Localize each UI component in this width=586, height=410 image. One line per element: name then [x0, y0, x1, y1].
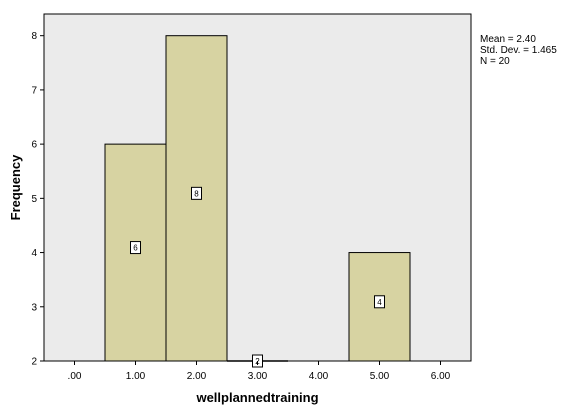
std-dev-stat: Std. Dev. = 1.465 [480, 45, 557, 56]
y-tick-label: 8 [31, 31, 37, 42]
n-stat: N = 20 [480, 56, 510, 67]
x-tick-label: .00 [68, 371, 82, 382]
bar-label-box [374, 295, 385, 309]
bar-label-box [191, 186, 202, 200]
bar-data-label: 8 [194, 189, 199, 198]
y-tick-label: 5 [31, 194, 37, 205]
y-tick-label: 4 [31, 248, 37, 259]
x-axis-title: wellplannedtraining [195, 390, 318, 405]
y-tick-label: 3 [31, 302, 37, 313]
y-tick-label: 7 [31, 85, 37, 96]
y-tick-label: 6 [31, 140, 37, 151]
y-axis-ticks: 2 3 4 5 6 7 8 [31, 31, 44, 368]
x-tick-label: 4.00 [309, 371, 329, 382]
bar-data-label: 4 [377, 298, 382, 307]
bar-label-box [130, 241, 141, 255]
x-tick-label: 6.00 [431, 371, 451, 382]
mean-stat: Mean = 2.40 [480, 34, 536, 45]
bar-data-label: 6 [133, 244, 138, 253]
stats-box: Mean = 2.40 Std. Dev. = 1.465 N = 20 [480, 34, 557, 67]
y-axis-title: Frequency [8, 154, 23, 221]
x-tick-label: 3.00 [248, 371, 268, 382]
x-tick-label: 5.00 [370, 371, 390, 382]
x-axis-ticks: .00 1.00 2.00 3.00 4.00 5.00 6.00 [68, 361, 451, 382]
bars-group: 6824 [104, 35, 411, 368]
y-tick-label: 2 [31, 357, 37, 368]
x-tick-label: 2.00 [187, 371, 207, 382]
x-tick-label: 1.00 [126, 371, 146, 382]
